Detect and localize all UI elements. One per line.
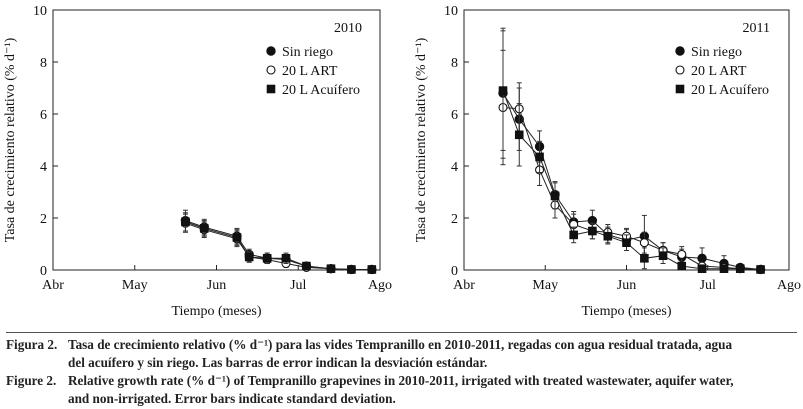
data-point [569,230,578,240]
data-point [199,224,209,233]
legend-marker [675,46,685,56]
legend-label: 20 L ART [691,64,747,79]
data-point [367,265,377,274]
legend-label: 20 L Acuífero [691,83,769,98]
data-point [232,233,242,242]
data-point [588,226,597,236]
series-line [502,90,761,270]
caption-spanish: Figura 2. Tasa de crecimiento relativo (%… [6,336,801,372]
series-sin-riego: Sin riego [180,45,377,275]
caption-divider [6,332,797,333]
y-tick-label: 4 [451,160,458,175]
data-point [326,264,336,273]
series-20-l-acu-fero: 20 L Acuífero [181,83,377,274]
data-point [262,254,272,263]
x-tick-label: Jun [207,278,226,293]
caption-en-number: Figure 2. [6,373,57,388]
y-tick-label: 4 [40,160,47,175]
y-tick-label: 10 [33,4,47,19]
legend-marker [266,84,276,94]
x-tick-label: Ago [368,278,392,293]
caption-es-line2: del acuífero y sin riego. Las barras de … [68,355,488,370]
y-tick-label: 8 [40,56,47,71]
x-tick-label: Jul [290,278,306,293]
data-point [677,261,687,271]
data-point [302,261,311,271]
data-point [347,265,356,274]
data-point [697,264,707,273]
y-tick-label: 2 [40,212,47,227]
data-point [535,152,544,162]
caption-es-number: Figura 2. [6,337,58,352]
caption-english: Figure 2. Relative growth rate (% d⁻¹) of… [6,372,801,408]
legend-marker [675,84,685,94]
data-point [735,264,745,273]
x-axis-label: Tiempo (meses) [581,304,671,319]
legend-marker [675,65,685,75]
chart-panel-2010: 0 2 4 6 8 10 Abr May Jun Jul Ago Tiempo (meses) Tasa… [3,4,392,319]
y-axis-label: Tasa de crecimiento relativo (% d⁻¹) [414,37,429,242]
x-tick-label: Abr [453,278,475,293]
data-point [244,252,254,262]
legend-marker [266,46,276,56]
x-tick-label: May [532,278,558,293]
legend-label: 20 L Acuífero [282,83,360,98]
data-point [281,254,291,263]
data-point [640,254,649,263]
series-line [185,221,372,270]
y-tick-label: 6 [451,108,458,123]
caption-es-line1: Tasa de crecimiento relativo (% d⁻¹) par… [68,337,733,352]
year-label: 2011 [743,21,770,36]
y-axis-label: Tasa de crecimiento relativo (% d⁻¹) [3,37,18,242]
data-point [756,265,765,274]
charts-svg: 0 2 4 6 8 10 Abr May Jun Jul Ago Tiempo (meses) Tasa… [3,4,801,319]
y-tick-label: 2 [451,212,458,227]
data-point [658,251,668,260]
data-point [622,238,631,247]
series-20-l-acu-fero: 20 L Acuífero [498,30,769,274]
y-tick-label: 6 [40,108,47,123]
y-tick-label: 10 [444,4,458,19]
x-axis-label: Tiempo (meses) [171,304,261,319]
y-tick-label: 0 [451,264,458,279]
chart-panel-2011: 0 2 4 6 8 10 Abr May Jun Jul Ago Tiempo (meses) Tasa… [414,4,801,319]
data-point [514,130,524,140]
x-tick-label: May [122,278,148,293]
data-point [719,264,729,273]
y-tick-label: 8 [451,56,458,71]
data-point [498,86,508,95]
data-point [550,191,560,201]
data-point [639,238,649,248]
data-point [181,217,190,227]
legend-label: Sin riego [691,45,742,60]
y-tick-label: 0 [40,264,47,279]
x-tick-label: Jun [617,278,636,293]
legend-label: Sin riego [282,45,333,60]
legend-label: 20 L ART [282,64,338,79]
year-label: 2010 [334,21,362,36]
legend-marker [266,65,276,75]
series-line [502,92,761,270]
x-tick-label: Ago [777,278,801,293]
series-line [502,107,761,270]
x-tick-label: Abr [42,278,64,293]
caption-en-line1: Relative growth rate (% d⁻¹) of Temprani… [68,373,734,388]
data-point [677,249,687,259]
data-point [603,231,613,241]
caption-en-line2: and non-irrigated. Error bars indicate s… [68,391,396,406]
figure-2-charts: 0 2 4 6 8 10 Abr May Jun Jul Ago Tiempo (meses) Tasa… [3,4,801,319]
data-point [697,253,707,263]
x-tick-label: Jul [700,278,716,293]
